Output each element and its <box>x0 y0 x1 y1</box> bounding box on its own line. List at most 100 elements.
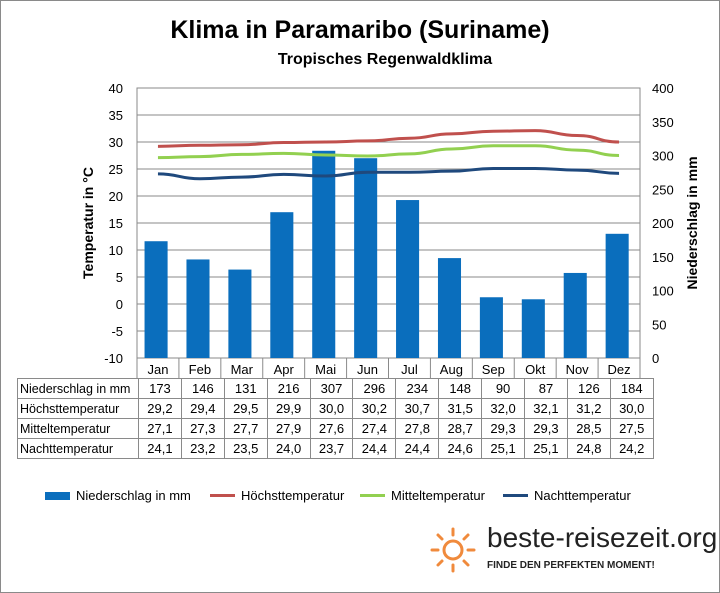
line-mitteltemperatur <box>157 144 620 160</box>
x-tick-label: Okt <box>525 362 546 377</box>
table-cell: 24,2 <box>609 438 654 459</box>
bar-feb <box>186 259 210 358</box>
table-row: Höchsttemperatur 29,2 29,4 29,5 29,9 30,0 30,2… <box>17 398 654 419</box>
table-cell: 24,4 <box>352 438 397 459</box>
y-tick-label: 25 <box>109 162 123 177</box>
legend-item: Mitteltemperatur <box>360 488 485 503</box>
y-tick-label: -5 <box>111 324 123 339</box>
y2-tick-label: 250 <box>652 182 674 197</box>
table-cell: 32,1 <box>524 398 568 419</box>
table-cell: 32,0 <box>481 398 526 419</box>
y-tick-label: 15 <box>109 216 123 231</box>
legend-label: Nachttemperatur <box>534 488 631 503</box>
logo-text[interactable]: beste-reisezeit.org <box>487 522 718 553</box>
x-tick-label: Apr <box>274 362 295 377</box>
table-cell: 31,5 <box>438 398 483 419</box>
legend-item: Nachttemperatur <box>503 488 631 503</box>
table-cell: 126 <box>566 378 611 399</box>
table-cell: 90 <box>481 378 526 399</box>
table-cell: 27,7 <box>223 418 268 439</box>
table-cell: 29,2 <box>138 398 182 419</box>
y2-tick-label: 150 <box>652 250 674 265</box>
bar-mai <box>312 150 336 358</box>
y-tick-label: 30 <box>109 135 123 150</box>
bar-mar <box>228 269 252 358</box>
x-tick-label: Aug <box>440 362 463 377</box>
legend-item: Niederschlag in mm <box>45 488 191 503</box>
y2-tick-label: 300 <box>652 149 674 164</box>
data-table: Niederschlag in mm 173 146 131 216 307 296 234 1… <box>17 378 654 459</box>
table-cell: 173 <box>138 378 182 399</box>
legend-swatch <box>503 494 528 497</box>
bar-jan <box>144 241 168 358</box>
table-cell: 30,0 <box>609 398 654 419</box>
table-cell: 24,4 <box>395 438 440 459</box>
table-cell: 27,1 <box>138 418 182 439</box>
x-tick-label: Mar <box>231 362 254 377</box>
y-axis-label: Temperatur in °C <box>80 167 96 279</box>
x-tick-label: Jan <box>147 362 168 377</box>
table-cell: 30,2 <box>352 398 397 419</box>
y2-tick-label: 100 <box>652 284 674 299</box>
table-cell: 28,5 <box>566 418 611 439</box>
table-cell: 27,6 <box>309 418 354 439</box>
y-tick-label: 5 <box>116 270 123 285</box>
table-cell: 87 <box>524 378 568 399</box>
table-cell: 184 <box>609 378 654 399</box>
table-cell: 31,2 <box>566 398 611 419</box>
chart-title: Klima in Paramaribo (Suriname) <box>170 16 550 44</box>
table-cell: 25,1 <box>481 438 526 459</box>
y2-tick-label: 0 <box>652 351 659 366</box>
legend-swatch <box>45 491 70 500</box>
y2-axis-label: Niederschlag in mm <box>684 156 700 289</box>
legend-label: Niederschlag in mm <box>76 488 191 503</box>
table-cell: 25,1 <box>524 438 568 459</box>
bar-dez <box>605 233 629 358</box>
table-cell: 23,7 <box>309 438 354 459</box>
row-label: Nachttemperatur <box>17 438 139 459</box>
legend-label: Mitteltemperatur <box>391 488 485 503</box>
table-cell: 24,8 <box>566 438 611 459</box>
bar-aug <box>437 258 462 358</box>
bar-okt <box>521 299 545 358</box>
y2-tick-label: 50 <box>652 317 666 332</box>
y-tick-label: -10 <box>104 351 123 366</box>
y2-tick-label: 350 <box>652 115 674 130</box>
table-cell: 23,2 <box>180 438 225 459</box>
x-tick-label: Jun <box>357 362 378 377</box>
table-cell: 27,9 <box>266 418 311 439</box>
table-cell: 23,5 <box>223 438 268 459</box>
table-cell: 27,4 <box>352 418 397 439</box>
y2-tick-label: 400 <box>652 81 674 96</box>
table-cell: 24,1 <box>138 438 182 459</box>
y-tick-label: 20 <box>109 189 123 204</box>
table-cell: 28,7 <box>438 418 483 439</box>
table-cell: 29,5 <box>223 398 268 419</box>
x-tick-label: Dez <box>607 362 630 377</box>
row-label: Niederschlag in mm <box>17 378 139 399</box>
x-tick-label: Mai <box>315 362 336 377</box>
y-tick-label: 40 <box>109 81 123 96</box>
bar-apr <box>270 212 294 358</box>
legend-swatch <box>360 494 385 497</box>
table-cell: 131 <box>223 378 268 399</box>
table-cell: 29,3 <box>524 418 568 439</box>
table-cell: 27,3 <box>180 418 225 439</box>
bar-jul <box>396 200 420 358</box>
table-cell: 146 <box>180 378 225 399</box>
legend-swatch <box>210 494 235 497</box>
x-tick-label: Feb <box>189 362 211 377</box>
table-row: Nachttemperatur 24,1 23,2 23,5 24,0 23,7 24,4 2… <box>17 438 654 459</box>
table-cell: 27,8 <box>395 418 440 439</box>
line-nachttemperatur <box>157 166 620 181</box>
table-cell: 29,9 <box>266 398 311 419</box>
x-tick-label: Jul <box>401 362 418 377</box>
row-label: Mitteltemperatur <box>17 418 139 439</box>
legend-item: Höchsttemperatur <box>210 488 344 503</box>
bar-sep <box>479 297 503 358</box>
row-label: Höchsttemperatur <box>17 398 139 419</box>
table-cell: 29,3 <box>481 418 526 439</box>
table-cell: 24,6 <box>438 438 483 459</box>
table-cell: 148 <box>438 378 483 399</box>
table-row: Mitteltemperatur 27,1 27,3 27,7 27,9 27,6 27,4… <box>17 418 654 439</box>
